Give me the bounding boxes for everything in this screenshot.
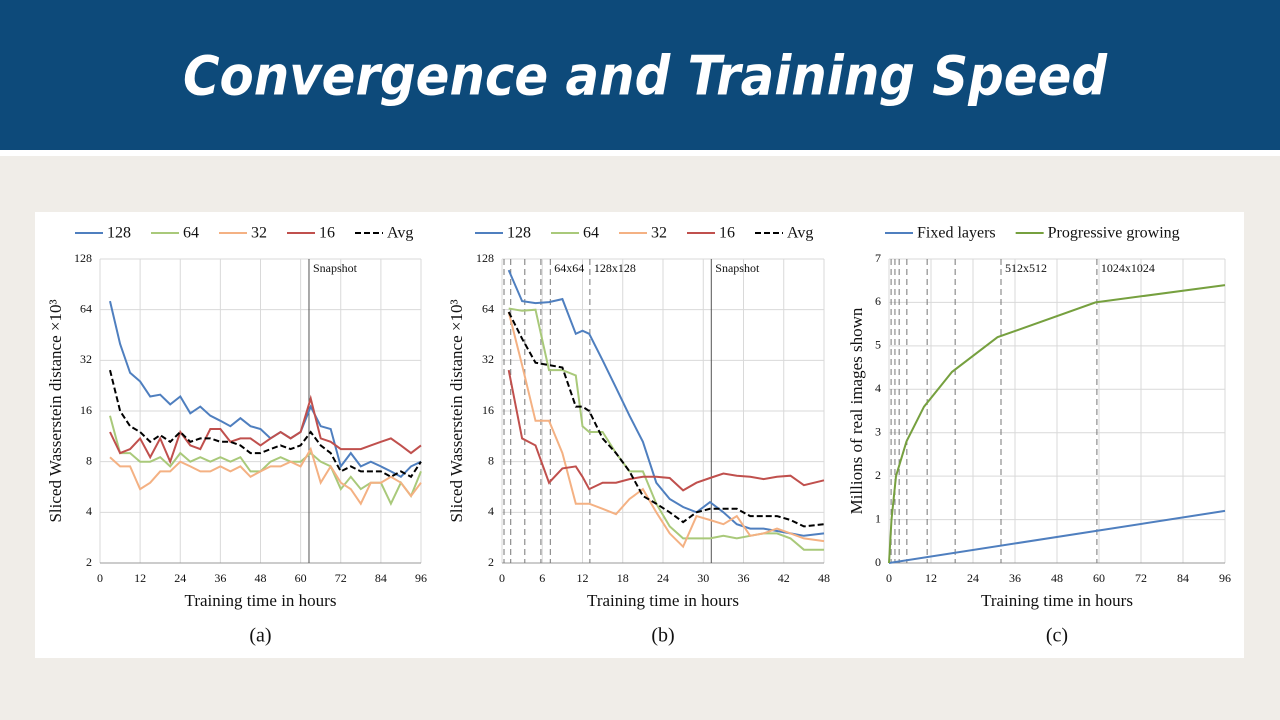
caption: (c) <box>1046 625 1068 647</box>
y-tick-label: 4 <box>488 504 494 518</box>
legend-label: Avg <box>387 225 413 242</box>
series-line <box>109 415 422 507</box>
x-tick-label: 96 <box>415 571 427 585</box>
x-tick-label: 0 <box>886 571 892 585</box>
x-tick-label: 84 <box>1177 571 1189 585</box>
legend-label: Progressive growing <box>1048 225 1180 242</box>
legend-label: 16 <box>319 225 335 242</box>
y-tick-label: 7 <box>875 251 881 265</box>
marker-label: 512x512 <box>1005 261 1047 275</box>
x-tick-label: 84 <box>375 571 387 585</box>
legend-label: 128 <box>107 225 131 242</box>
x-tick-label: 48 <box>255 571 267 585</box>
header-stripe <box>0 150 1280 156</box>
y-tick-label: 32 <box>482 352 494 366</box>
legend-label: Avg <box>787 225 813 242</box>
y-tick-label: 128 <box>476 251 494 265</box>
y-tick-label: 128 <box>74 251 92 265</box>
series-line <box>507 311 825 528</box>
x-tick-label: 24 <box>657 571 669 585</box>
series-line <box>888 509 1226 564</box>
x-tick-label: 12 <box>577 571 589 585</box>
x-tick-label: 36 <box>214 571 226 585</box>
x-axis-label: Training time in hours <box>981 591 1133 610</box>
y-tick-label: 4 <box>875 381 881 395</box>
x-tick-label: 6 <box>539 571 545 585</box>
x-tick-label: 12 <box>134 571 146 585</box>
x-tick-label: 18 <box>617 571 629 585</box>
y-axis-label: Sliced Wasserstein distance ×10³ <box>46 299 65 522</box>
x-tick-label: 12 <box>925 571 937 585</box>
y-tick-label: 2 <box>86 555 92 569</box>
x-tick-label: 72 <box>335 571 347 585</box>
y-axis-label: Millions of real images shown <box>847 307 866 514</box>
x-axis-label: Training time in hours <box>185 591 337 610</box>
x-tick-label: 60 <box>295 571 307 585</box>
legend-label: 16 <box>719 225 735 242</box>
x-tick-label: 60 <box>1093 571 1105 585</box>
slide-title: Convergence and Training Speed <box>183 45 1108 108</box>
x-tick-label: 36 <box>738 571 750 585</box>
x-tick-label: 48 <box>818 571 830 585</box>
series-line <box>507 311 825 549</box>
legend-label: 32 <box>251 225 267 242</box>
y-tick-label: 8 <box>488 453 494 467</box>
y-tick-label: 4 <box>86 504 92 518</box>
x-tick-label: 24 <box>174 571 186 585</box>
y-tick-label: 8 <box>86 453 92 467</box>
caption: (b) <box>651 625 674 647</box>
x-axis-label: Training time in hours <box>587 591 739 610</box>
x-tick-label: 48 <box>1051 571 1063 585</box>
marker-label: 1024x1024 <box>1101 261 1155 275</box>
x-tick-label: 30 <box>697 571 709 585</box>
y-tick-label: 3 <box>875 424 881 438</box>
y-tick-label: 16 <box>80 403 92 417</box>
y-tick-label: 16 <box>482 403 494 417</box>
legend-label: 64 <box>583 225 599 242</box>
x-tick-label: 72 <box>1135 571 1147 585</box>
y-tick-label: 2 <box>488 555 494 569</box>
series-line <box>109 446 422 506</box>
marker-label: 64x64 <box>554 261 584 275</box>
series-line <box>109 394 422 465</box>
y-tick-label: 1 <box>875 511 881 525</box>
legend-label: 128 <box>507 225 531 242</box>
series-line <box>109 300 422 479</box>
series-line <box>109 369 422 479</box>
y-tick-label: 64 <box>482 301 494 315</box>
series-line <box>507 369 825 492</box>
y-tick-label: 32 <box>80 352 92 366</box>
x-tick-label: 24 <box>967 571 979 585</box>
y-tick-label: 2 <box>875 468 881 482</box>
caption: (a) <box>249 625 271 647</box>
marker-label: 128x128 <box>594 261 636 275</box>
y-tick-label: 0 <box>875 555 881 569</box>
y-tick-label: 5 <box>875 338 881 352</box>
x-tick-label: 42 <box>778 571 790 585</box>
y-axis-label: Sliced Wasserstein distance ×10³ <box>447 299 466 522</box>
marker-label: Snapshot <box>313 261 358 275</box>
series-line <box>888 284 1226 564</box>
x-tick-label: 0 <box>499 571 505 585</box>
legend-label: 32 <box>651 225 667 242</box>
x-tick-label: 36 <box>1009 571 1021 585</box>
y-tick-label: 64 <box>80 301 92 315</box>
x-tick-label: 96 <box>1219 571 1231 585</box>
x-tick-label: 0 <box>97 571 103 585</box>
marker-label: Snapshot <box>715 261 760 275</box>
header-bar <box>0 0 1280 150</box>
legend-label: 64 <box>183 225 199 242</box>
legend-label: Fixed layers <box>917 225 996 242</box>
series-line <box>507 269 825 537</box>
y-tick-label: 6 <box>875 294 881 308</box>
